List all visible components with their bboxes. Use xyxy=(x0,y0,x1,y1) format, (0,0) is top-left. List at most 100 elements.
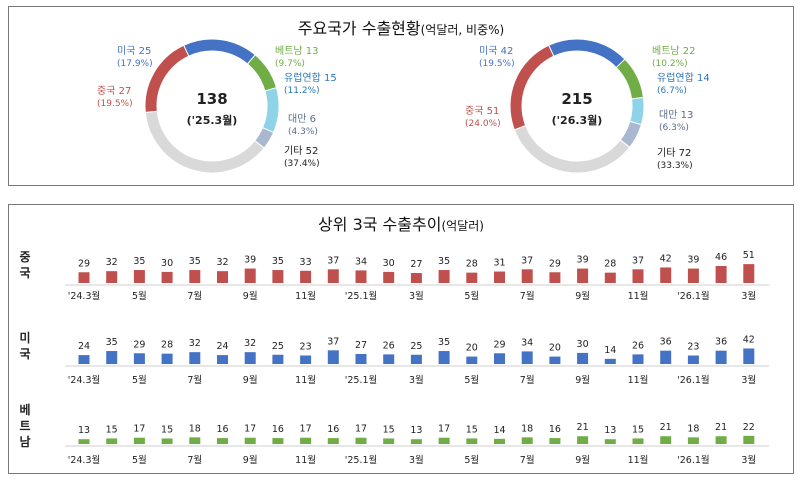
donut-2: 미국 42 (19.5%) 베트남 22 (10.2%) 유럽연합 14 (6.7%) 대만… xyxy=(465,38,710,174)
data-label: 25 xyxy=(410,341,422,352)
bar xyxy=(272,438,284,444)
bar xyxy=(355,437,367,444)
bar xyxy=(78,272,90,283)
x-tick-label: 11월 xyxy=(628,290,649,302)
x-tick-label: 9월 xyxy=(243,454,258,466)
data-label: 20 xyxy=(549,343,561,354)
x-tick-label: 9월 xyxy=(575,290,590,302)
bar xyxy=(383,354,395,364)
export-trend-panel: 상위 3국 수출추이(억달러) 중 국 29 32 35 30 35 32 39 35 33 37 34… xyxy=(8,204,794,474)
x-tick-label: 5월 xyxy=(132,290,147,302)
slice-share-미국: (19.5%) xyxy=(479,59,515,69)
bar xyxy=(383,271,395,283)
slice-share-중국: (19.5%) xyxy=(97,99,133,109)
bar xyxy=(106,271,118,283)
bar xyxy=(632,438,644,444)
x-tick-label: 9월 xyxy=(575,454,590,466)
x-tick-label: 3월 xyxy=(409,374,424,386)
data-label: 35 xyxy=(272,256,284,267)
data-label: 37 xyxy=(327,255,339,266)
x-tick-label: 3월 xyxy=(741,290,756,302)
bar xyxy=(272,354,284,364)
data-label: 25 xyxy=(272,341,284,352)
bar xyxy=(217,438,228,444)
donut-slice-미국 xyxy=(548,38,626,69)
bar xyxy=(106,351,118,364)
bar xyxy=(660,436,672,444)
slice-label-중국: 중국 51 xyxy=(465,105,499,117)
data-label: 30 xyxy=(161,258,173,269)
x-tick-label: '24.3월 xyxy=(68,290,101,302)
x-tick-label: 7월 xyxy=(520,290,535,302)
bar xyxy=(438,437,450,444)
trend-bar-charts: 중 국 29 32 35 30 35 32 39 35 33 37 34 30 27 35 28 31 37 29 39… xyxy=(19,250,769,466)
bar xyxy=(549,356,561,364)
bar xyxy=(577,268,589,283)
slice-label-대만: 대만 6 xyxy=(288,113,316,125)
bar xyxy=(715,265,727,283)
slice-share-기타: (33.3%) xyxy=(657,161,693,171)
bar xyxy=(632,269,644,283)
data-label: 23 xyxy=(300,341,312,352)
slice-share-베트남: (10.2%) xyxy=(652,59,688,69)
bar xyxy=(189,270,201,283)
bar xyxy=(494,438,505,444)
data-label: 27 xyxy=(410,259,422,270)
data-label: 35 xyxy=(438,337,450,348)
slice-share-기타: (37.4%) xyxy=(284,159,320,169)
data-label: 15 xyxy=(106,424,118,435)
data-label: 39 xyxy=(577,255,589,266)
x-tick-label: 11월 xyxy=(295,374,316,386)
data-label: 18 xyxy=(687,423,699,434)
bar xyxy=(217,355,228,364)
data-label: 26 xyxy=(383,340,395,351)
data-label: 42 xyxy=(743,334,755,345)
data-label: 24 xyxy=(216,341,228,352)
x-tick-label: '25.1월 xyxy=(345,454,378,466)
slice-label-미국: 미국 42 xyxy=(479,45,513,57)
x-tick-label: 11월 xyxy=(628,374,649,386)
bar xyxy=(660,350,672,364)
data-label: 29 xyxy=(133,339,145,350)
bar xyxy=(604,439,616,444)
bar xyxy=(715,436,727,444)
x-tick-label: 9월 xyxy=(243,374,258,386)
data-label: 24 xyxy=(78,341,90,352)
data-label: 18 xyxy=(189,423,201,434)
bar xyxy=(687,268,699,283)
bar xyxy=(217,271,228,283)
slice-label-미국: 미국 25 xyxy=(117,45,151,57)
data-label: 26 xyxy=(632,340,644,351)
data-label: 15 xyxy=(632,424,644,435)
bar xyxy=(549,272,561,283)
bar xyxy=(466,438,478,444)
x-tick-label: '26.1월 xyxy=(677,454,710,466)
data-label: 13 xyxy=(410,425,422,436)
data-label: 29 xyxy=(549,258,561,269)
data-label: 37 xyxy=(327,336,339,347)
data-label: 15 xyxy=(161,424,173,435)
donut-slice-중국 xyxy=(509,44,555,131)
bar xyxy=(577,436,589,444)
export-status-title: 주요국가 수출현황(억달러, 비중%) xyxy=(9,15,793,39)
x-tick-label: 3월 xyxy=(409,290,424,302)
x-tick-label: 7월 xyxy=(187,374,202,386)
donut-slice-중국 xyxy=(144,44,190,113)
data-label: 42 xyxy=(660,253,672,264)
bar xyxy=(494,271,505,283)
data-label: 16 xyxy=(327,424,339,435)
slice-label-유럽연합: 유럽연합 14 xyxy=(657,72,710,84)
data-label: 37 xyxy=(521,255,533,266)
slice-label-기타: 기타 72 xyxy=(657,147,691,159)
donut-total: 215 xyxy=(561,90,592,108)
slice-label-베트남: 베트남 13 xyxy=(275,45,319,57)
x-tick-label: 7월 xyxy=(520,374,535,386)
x-tick-label: 7월 xyxy=(187,290,202,302)
data-label: 35 xyxy=(106,337,118,348)
slice-share-중국: (24.0%) xyxy=(465,119,501,129)
slice-share-미국: (17.9%) xyxy=(117,59,153,69)
data-label: 35 xyxy=(438,256,450,267)
x-tick-label: 3월 xyxy=(741,454,756,466)
data-label: 36 xyxy=(715,337,727,348)
